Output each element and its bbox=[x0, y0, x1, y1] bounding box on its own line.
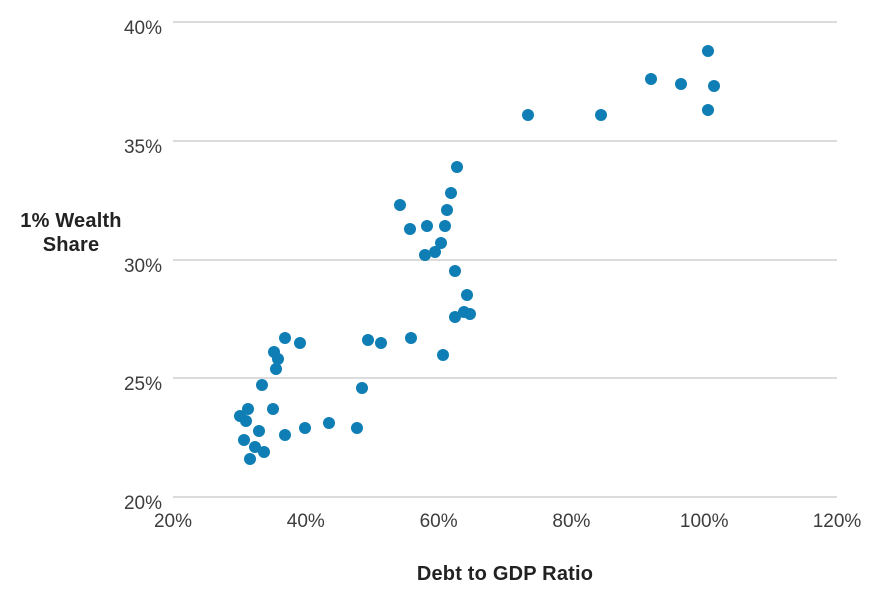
x-tick-label: 20% bbox=[153, 511, 193, 532]
y-tick-label: 40% bbox=[123, 18, 162, 39]
data-point bbox=[674, 77, 687, 90]
y-gridline bbox=[173, 377, 837, 380]
y-axis-title: 1% Wealth Share bbox=[20, 210, 122, 256]
data-point bbox=[257, 445, 270, 458]
data-point bbox=[248, 441, 261, 454]
data-point bbox=[267, 403, 280, 416]
data-point bbox=[279, 429, 292, 442]
data-point bbox=[594, 108, 607, 121]
data-point bbox=[701, 103, 714, 116]
data-point bbox=[451, 160, 464, 173]
data-point bbox=[394, 198, 407, 211]
x-tick-label: 120% bbox=[812, 511, 862, 532]
data-point bbox=[437, 348, 450, 361]
data-point bbox=[404, 331, 417, 344]
y-gridline bbox=[173, 139, 837, 142]
data-point bbox=[299, 422, 312, 435]
data-point bbox=[279, 331, 292, 344]
data-point bbox=[404, 222, 417, 235]
data-point bbox=[701, 44, 714, 57]
data-point bbox=[418, 248, 431, 261]
data-point bbox=[445, 187, 458, 199]
data-point bbox=[461, 289, 474, 302]
x-axis-title: Debt to GDP Ratio bbox=[416, 563, 594, 585]
data-point bbox=[463, 308, 476, 321]
y-gridline bbox=[173, 258, 837, 261]
y-tick-label: 35% bbox=[123, 136, 162, 158]
data-point bbox=[323, 417, 336, 430]
data-point bbox=[449, 265, 462, 278]
data-point bbox=[374, 336, 387, 349]
data-point bbox=[435, 236, 448, 249]
data-point bbox=[522, 108, 535, 121]
data-point bbox=[244, 453, 257, 465]
y-tick-label: 30% bbox=[123, 255, 162, 277]
data-point bbox=[441, 203, 454, 216]
data-point bbox=[253, 424, 266, 437]
data-point bbox=[240, 415, 253, 427]
data-point bbox=[439, 220, 452, 233]
y-tick-label: 25% bbox=[123, 374, 162, 396]
y-tick-label: 20% bbox=[123, 493, 162, 514]
plot-area: 40% 35% 30% 25% 20% 20% 40% 60% 80% 100% 120% bbox=[124, 18, 861, 532]
data-point bbox=[421, 220, 434, 233]
data-point bbox=[350, 422, 363, 435]
data-point bbox=[429, 246, 442, 259]
x-tick-label: 40% bbox=[286, 511, 325, 532]
data-point bbox=[362, 334, 375, 347]
y-gridline bbox=[173, 496, 837, 498]
data-point bbox=[238, 434, 251, 446]
x-tick-label: 80% bbox=[552, 511, 591, 532]
data-point bbox=[269, 362, 282, 375]
data-point bbox=[255, 379, 268, 392]
data-point bbox=[356, 381, 369, 394]
y-gridline bbox=[173, 21, 837, 23]
data-point bbox=[645, 73, 658, 85]
x-tick-label: 60% bbox=[419, 511, 458, 532]
data-point bbox=[293, 336, 306, 349]
data-point bbox=[271, 353, 284, 366]
data-point bbox=[449, 310, 462, 323]
x-tick-label: 100% bbox=[679, 511, 729, 532]
data-point bbox=[708, 80, 721, 93]
